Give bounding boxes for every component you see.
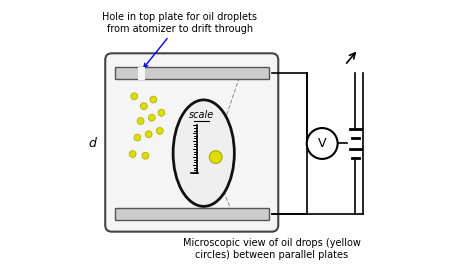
Text: d: d xyxy=(89,137,96,150)
Circle shape xyxy=(131,93,138,100)
Circle shape xyxy=(148,114,155,121)
Circle shape xyxy=(210,151,222,164)
Circle shape xyxy=(134,134,141,141)
FancyBboxPatch shape xyxy=(105,53,278,232)
Circle shape xyxy=(145,131,152,138)
Bar xyxy=(138,67,145,80)
Text: Hole in top plate for oil droplets
from atomizer to drift through: Hole in top plate for oil droplets from … xyxy=(102,12,257,68)
Ellipse shape xyxy=(173,100,234,206)
Bar xyxy=(115,208,269,220)
Text: scale: scale xyxy=(189,110,214,121)
Circle shape xyxy=(137,118,144,125)
Circle shape xyxy=(140,103,147,110)
Circle shape xyxy=(129,151,136,158)
Text: V: V xyxy=(318,137,327,150)
Circle shape xyxy=(158,109,165,116)
Circle shape xyxy=(150,96,157,103)
Bar xyxy=(115,67,269,79)
Circle shape xyxy=(156,128,163,134)
Circle shape xyxy=(142,152,149,159)
Text: Microscopic view of oil drops (yellow
circles) between parallel plates: Microscopic view of oil drops (yellow ci… xyxy=(182,238,361,260)
Circle shape xyxy=(307,128,337,159)
